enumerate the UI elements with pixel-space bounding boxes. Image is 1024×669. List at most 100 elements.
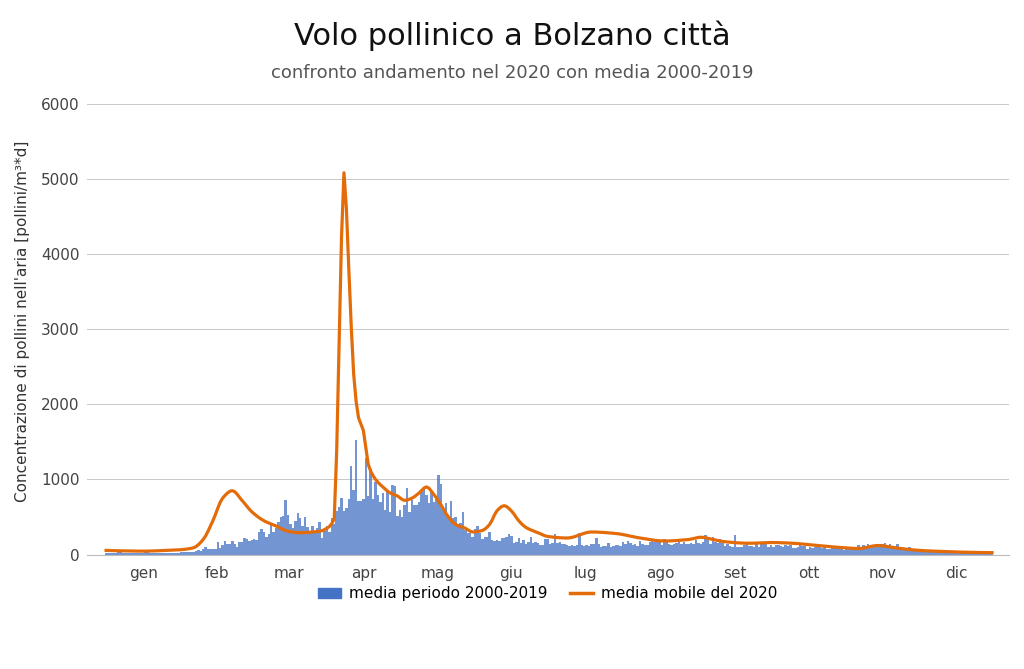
- Bar: [743, 545, 745, 555]
- Bar: [673, 544, 675, 555]
- Bar: [224, 541, 226, 555]
- Bar: [933, 551, 935, 555]
- Bar: [556, 543, 559, 555]
- Bar: [549, 544, 552, 555]
- Bar: [777, 545, 779, 555]
- Bar: [891, 547, 894, 555]
- Bar: [345, 508, 347, 555]
- Bar: [855, 549, 857, 555]
- Bar: [563, 544, 566, 555]
- Bar: [430, 492, 432, 555]
- Bar: [675, 543, 678, 555]
- media mobile del 2020: [338, 169, 350, 177]
- Bar: [522, 540, 524, 555]
- Bar: [124, 553, 127, 555]
- Bar: [799, 545, 802, 555]
- Bar: [692, 543, 694, 555]
- Bar: [740, 547, 743, 555]
- Bar: [428, 503, 430, 555]
- Bar: [442, 510, 444, 555]
- Bar: [554, 535, 556, 555]
- Bar: [151, 553, 154, 555]
- Bar: [340, 498, 343, 555]
- Bar: [120, 552, 122, 555]
- Bar: [396, 516, 398, 555]
- Bar: [699, 543, 702, 555]
- Bar: [471, 537, 474, 555]
- Bar: [804, 546, 806, 555]
- Bar: [753, 547, 756, 555]
- Bar: [524, 544, 527, 555]
- Bar: [432, 502, 435, 555]
- Bar: [871, 547, 874, 555]
- Bar: [476, 527, 478, 555]
- Bar: [947, 552, 949, 555]
- Bar: [418, 502, 421, 555]
- Bar: [646, 545, 648, 555]
- Bar: [195, 551, 197, 555]
- Bar: [928, 550, 930, 555]
- Bar: [848, 548, 850, 555]
- Bar: [784, 545, 786, 555]
- Bar: [280, 516, 282, 555]
- Bar: [510, 537, 513, 555]
- Bar: [598, 544, 600, 555]
- Bar: [440, 484, 442, 555]
- Bar: [627, 541, 629, 555]
- Bar: [359, 501, 362, 555]
- Bar: [926, 550, 928, 555]
- Bar: [721, 543, 724, 555]
- Bar: [122, 553, 124, 555]
- Bar: [347, 499, 350, 555]
- Bar: [506, 537, 508, 555]
- Bar: [328, 533, 331, 555]
- Bar: [841, 549, 843, 555]
- Bar: [790, 545, 792, 555]
- Bar: [262, 532, 265, 555]
- Bar: [306, 527, 309, 555]
- Bar: [193, 552, 195, 555]
- Bar: [547, 539, 549, 555]
- Bar: [729, 546, 731, 555]
- Bar: [930, 551, 933, 555]
- Bar: [233, 544, 236, 555]
- Bar: [173, 553, 175, 555]
- Bar: [910, 551, 913, 555]
- Bar: [894, 547, 896, 555]
- Bar: [115, 553, 117, 555]
- Bar: [874, 545, 877, 555]
- Bar: [986, 553, 988, 555]
- Bar: [614, 545, 617, 555]
- Bar: [278, 522, 280, 555]
- Bar: [513, 543, 515, 555]
- Bar: [714, 542, 717, 555]
- Bar: [228, 544, 231, 555]
- Legend: media periodo 2000-2019, media mobile del 2020: media periodo 2000-2019, media mobile de…: [312, 580, 783, 607]
- Bar: [671, 545, 673, 555]
- Bar: [644, 545, 646, 555]
- Bar: [719, 539, 721, 555]
- Bar: [365, 458, 367, 555]
- Bar: [104, 553, 108, 555]
- Bar: [915, 551, 918, 555]
- Bar: [940, 550, 942, 555]
- Bar: [156, 553, 159, 555]
- Bar: [687, 543, 690, 555]
- Bar: [488, 532, 490, 555]
- Bar: [544, 539, 547, 555]
- Bar: [860, 547, 862, 555]
- Bar: [490, 540, 494, 555]
- Bar: [629, 543, 632, 555]
- Bar: [772, 547, 775, 555]
- Bar: [612, 546, 614, 555]
- Bar: [437, 476, 440, 555]
- Bar: [459, 523, 462, 555]
- Bar: [850, 547, 852, 555]
- Bar: [834, 548, 836, 555]
- Bar: [680, 544, 683, 555]
- Bar: [141, 553, 143, 555]
- Bar: [146, 552, 148, 555]
- Bar: [974, 551, 976, 555]
- Bar: [581, 545, 583, 555]
- Bar: [309, 533, 311, 555]
